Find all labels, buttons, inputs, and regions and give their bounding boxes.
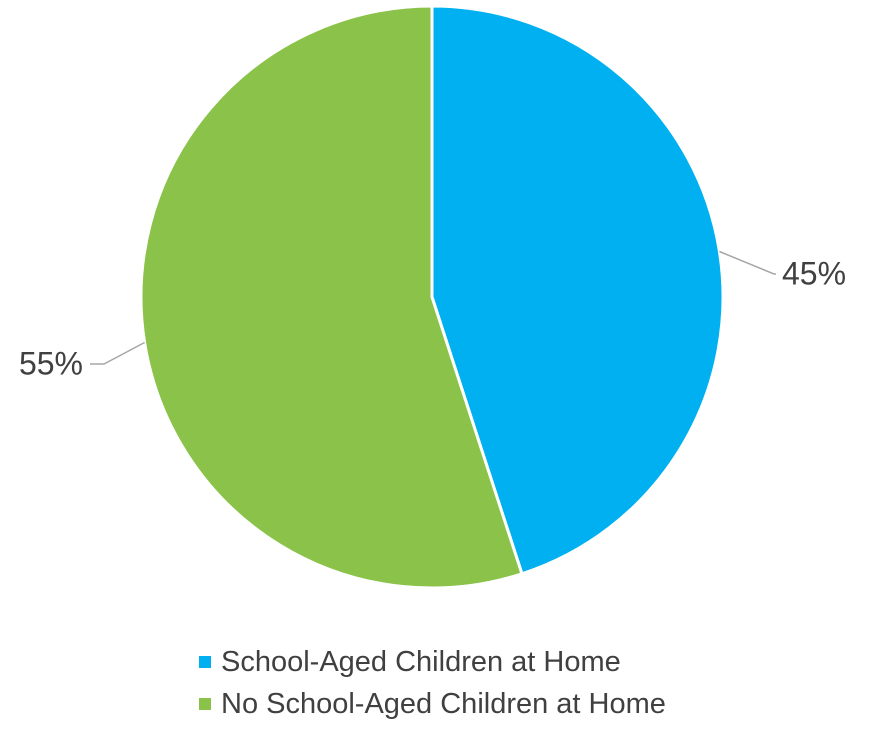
legend-item-school-aged: School-Aged Children at Home bbox=[199, 641, 839, 683]
leader-lines bbox=[90, 250, 776, 365]
data-label-no-school-aged: 55% bbox=[19, 345, 83, 381]
legend: School-Aged Children at Home No School-A… bbox=[199, 641, 839, 725]
pie-slice-no-school-aged bbox=[139, 4, 524, 590]
legend-label-no-school-aged: No School-Aged Children at Home bbox=[221, 687, 666, 720]
leader-line-no-school-aged bbox=[90, 341, 145, 365]
legend-item-no-school-aged: No School-Aged Children at Home bbox=[199, 683, 839, 725]
legend-swatch-school-aged bbox=[199, 656, 211, 668]
data-labels: 45% 55% bbox=[19, 255, 846, 381]
pie-slices bbox=[139, 4, 725, 590]
data-label-school-aged: 45% bbox=[782, 255, 846, 291]
legend-swatch-no-school-aged bbox=[199, 698, 211, 710]
legend-label-school-aged: School-Aged Children at Home bbox=[221, 645, 621, 678]
leader-line-school-aged bbox=[719, 250, 776, 275]
